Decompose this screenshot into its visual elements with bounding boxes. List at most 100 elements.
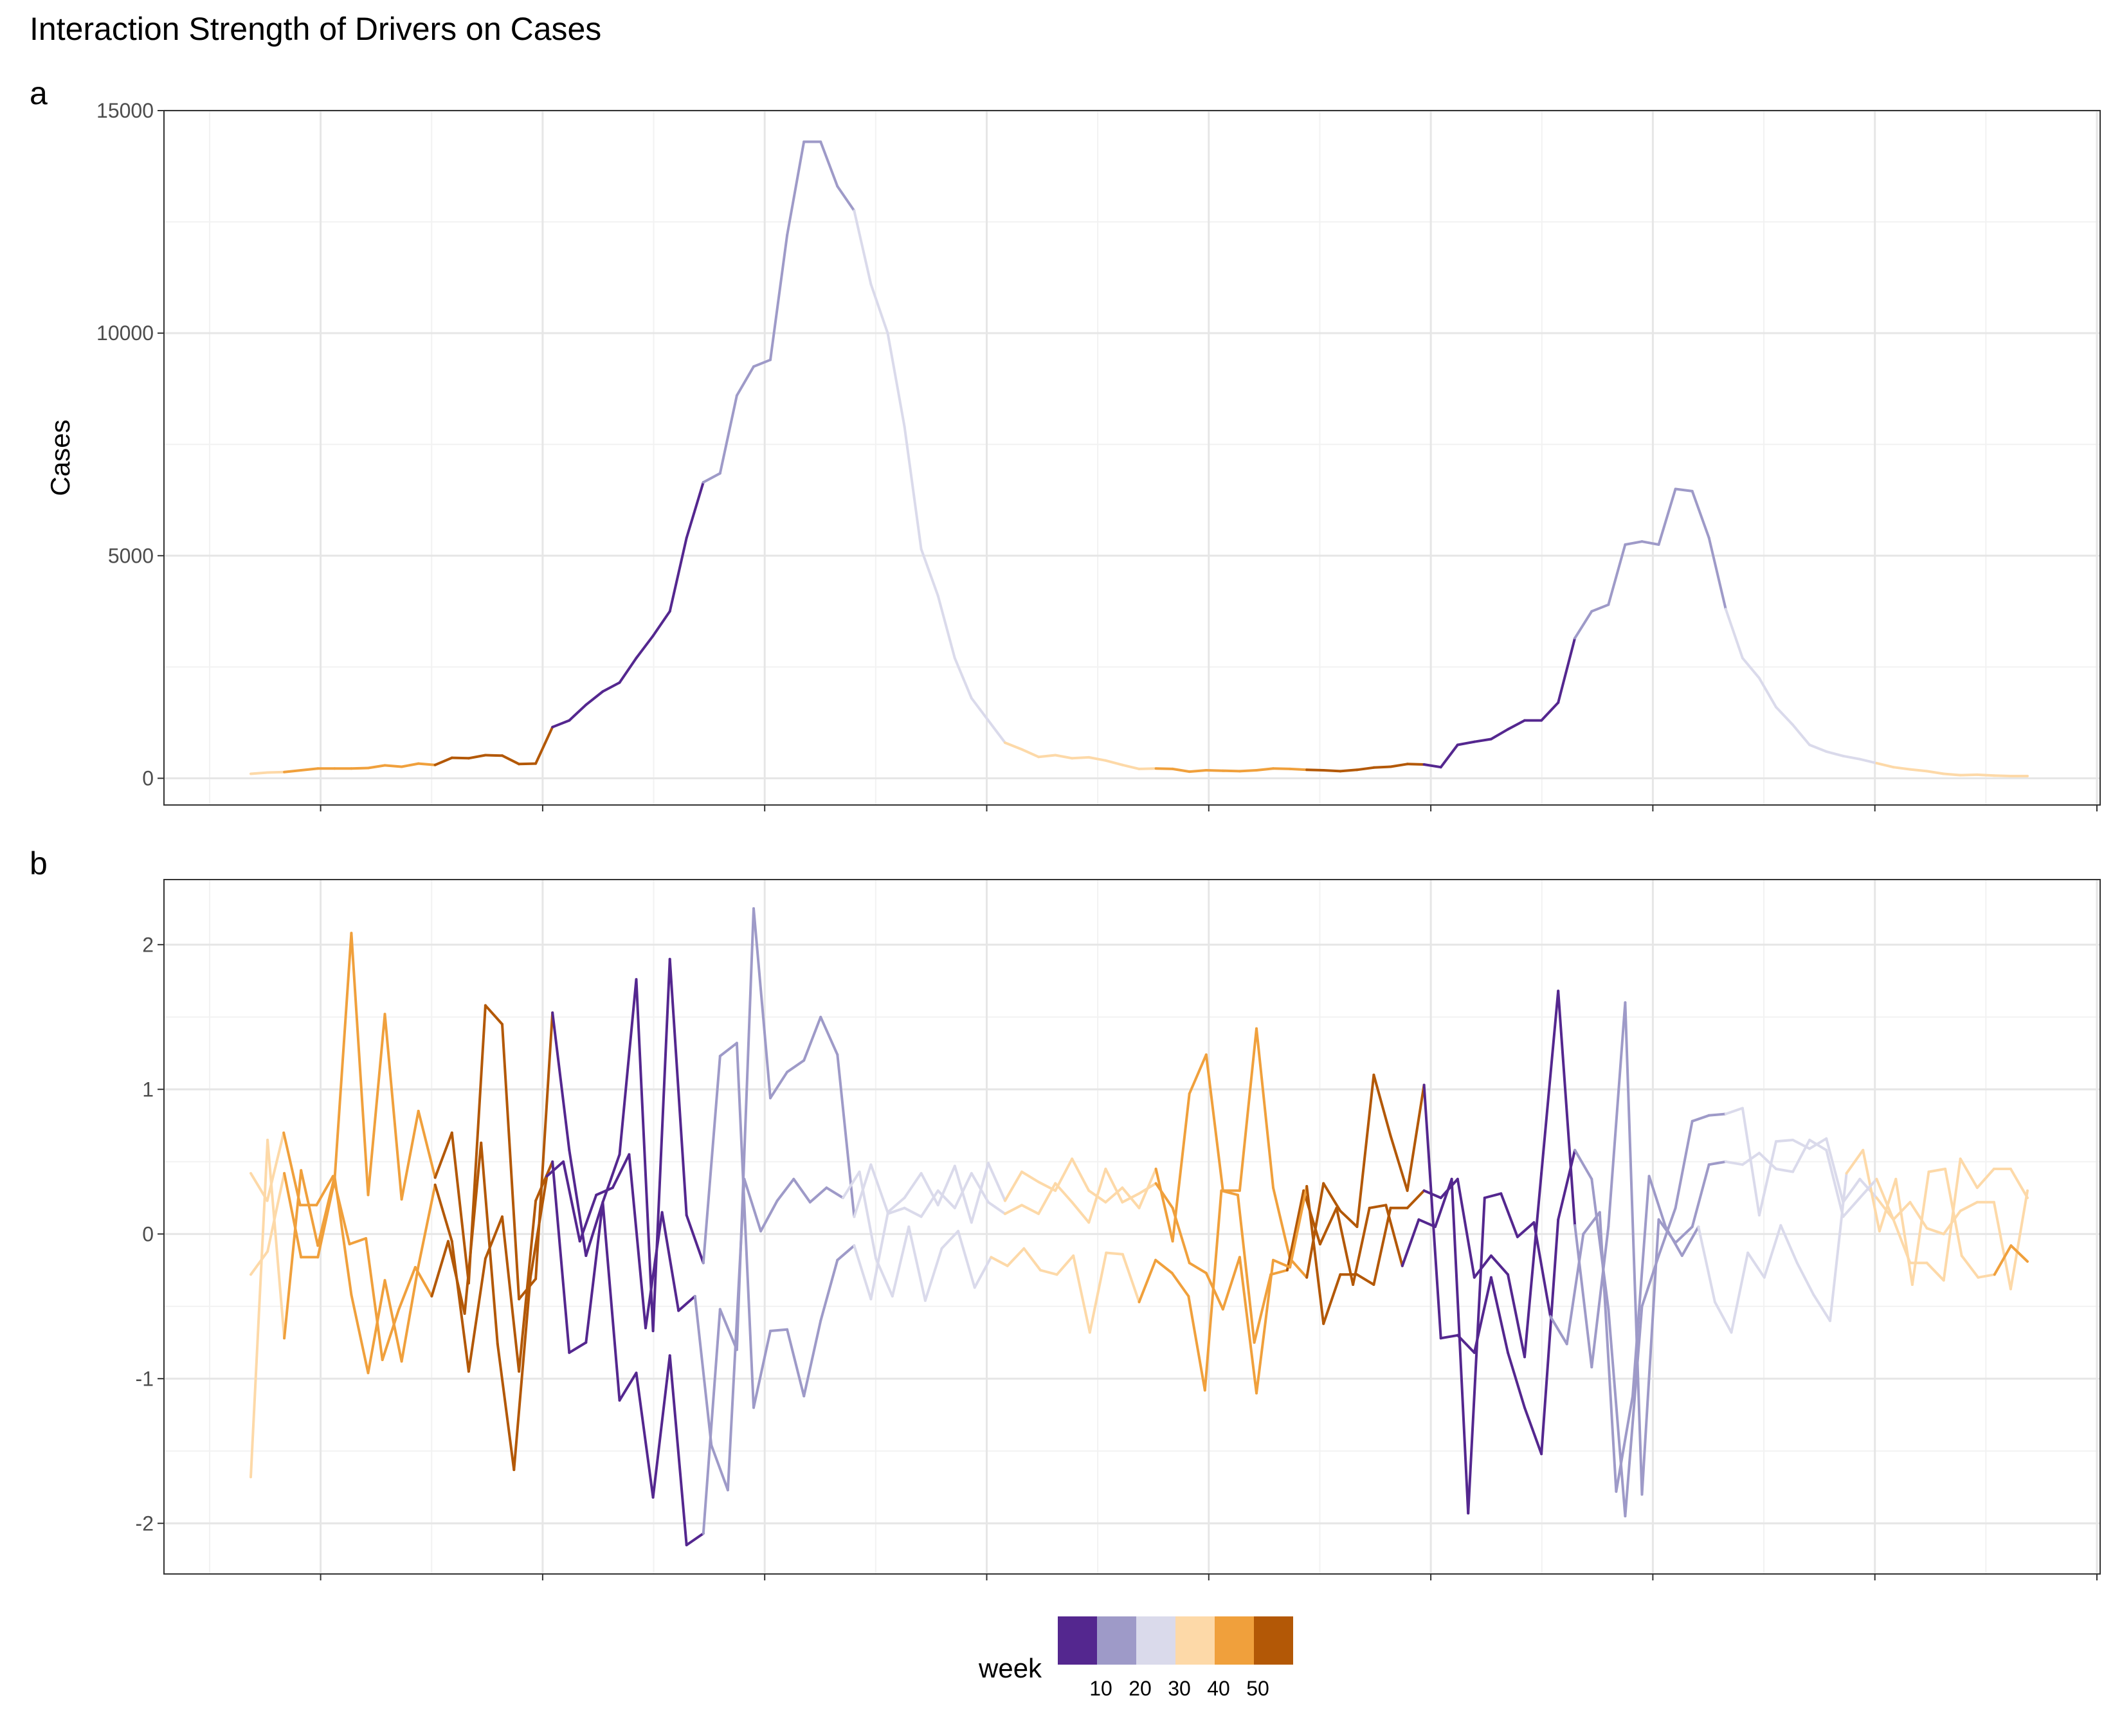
panel-b-y-axis: -2 -1 0 1 2	[136, 933, 164, 1535]
series-1-segment	[1523, 1406, 1543, 1456]
series-2-segment	[1993, 1244, 2013, 1276]
series-2-segment	[907, 1225, 927, 1302]
series-1-segment	[1507, 719, 1526, 731]
series-1-segment	[1724, 1107, 1744, 1116]
series-2-segment	[1170, 1272, 1190, 1297]
series-1-segment	[886, 1197, 906, 1214]
series-2-segment	[595, 1186, 614, 1197]
series-2-segment	[381, 1308, 401, 1361]
series-3-segment	[618, 978, 638, 1156]
series-3-segment	[417, 1110, 437, 1179]
series-1-segment	[920, 547, 939, 597]
series-1-segment	[1389, 1134, 1409, 1192]
series-1-segment	[1775, 705, 1795, 727]
series-1-segment	[501, 1215, 521, 1373]
series-1-segment	[718, 394, 738, 475]
series-3-segment	[903, 1206, 923, 1218]
series-1-segment	[1154, 1168, 1174, 1243]
series-1-segment	[1238, 769, 1258, 773]
y-tick-label: 2	[142, 933, 154, 956]
series-1-segment	[853, 209, 873, 285]
series-2-segment	[940, 1229, 960, 1250]
series-2-segment	[1516, 1221, 1536, 1238]
series-1-segment	[1557, 1148, 1577, 1221]
series-2-segment	[1631, 1175, 1651, 1398]
series-3-segment	[1356, 1273, 1375, 1286]
series-2-segment	[1318, 1206, 1338, 1245]
series-1-segment	[1909, 768, 1928, 773]
series-1-segment	[1741, 656, 1761, 680]
series-1-segment	[585, 690, 604, 707]
series-3-segment	[1289, 1185, 1309, 1269]
series-3-segment	[1121, 1192, 1141, 1204]
series-2-segment	[1138, 1258, 1157, 1303]
series-2-segment	[1055, 1254, 1075, 1276]
series-1-segment	[1707, 1112, 1727, 1117]
series-1-segment	[752, 907, 772, 1099]
series-3-segment	[1154, 1182, 1174, 1209]
series-1-segment	[534, 725, 554, 765]
series-1-segment	[1255, 767, 1274, 772]
series-1-segment	[266, 770, 286, 774]
series-2-segment	[447, 1240, 466, 1315]
panel-b-grid	[164, 880, 2100, 1574]
series-1-segment	[735, 365, 755, 397]
series-1-segment	[1573, 610, 1593, 640]
series-3-segment	[836, 1244, 856, 1261]
series-2-segment	[1500, 1192, 1519, 1238]
panel-a-x-axis	[320, 805, 2098, 811]
series-1-segment	[1154, 767, 1174, 770]
series-1-segment	[1339, 1209, 1359, 1228]
series-1-segment	[367, 764, 386, 770]
series-1-segment	[1624, 1305, 1644, 1517]
legend-swatch	[1175, 1616, 1215, 1665]
series-1-segment	[635, 634, 655, 660]
series-2-segment	[1006, 1247, 1026, 1267]
series-1-segment	[484, 754, 503, 757]
series-3-segment	[1757, 1152, 1777, 1170]
series-3-segment	[1858, 1177, 1878, 1199]
series-1-segment	[1004, 741, 1023, 751]
series-3-segment	[1204, 1272, 1224, 1311]
series-1-segment	[819, 140, 839, 188]
series-2-segment	[1269, 1269, 1289, 1276]
series-1-segment	[484, 1215, 503, 1260]
y-tick-label: -2	[136, 1512, 154, 1535]
series-1-segment	[1757, 1140, 1777, 1216]
series-2-segment	[1220, 1189, 1239, 1197]
series-2-segment	[1352, 1206, 1371, 1286]
y-tick-label: 1	[142, 1078, 154, 1101]
series-3-segment	[786, 1328, 806, 1398]
series-2-segment	[1105, 1251, 1124, 1256]
series-2-segment	[1730, 1251, 1750, 1334]
series-2-segment	[1253, 1273, 1273, 1344]
legend-title: week	[978, 1653, 1042, 1683]
series-3-segment	[1791, 1139, 1811, 1173]
series-1-segment	[1255, 1027, 1274, 1189]
series-1-segment	[1624, 540, 1644, 546]
series-3-segment	[1741, 1152, 1761, 1166]
series-1-segment	[400, 762, 420, 768]
series-3-segment	[534, 1011, 554, 1280]
series-2-segment	[858, 1170, 878, 1260]
series-3-segment	[283, 1171, 303, 1259]
series-3-segment	[819, 1258, 839, 1323]
series-2-segment	[1401, 1218, 1420, 1267]
series-1-segment	[869, 1163, 889, 1214]
series-1-segment	[1775, 1139, 1795, 1143]
series-1-segment	[618, 1371, 638, 1402]
y-tick-label: -1	[136, 1367, 154, 1390]
series-3-segment	[752, 1330, 772, 1409]
series-1-segment	[568, 1341, 588, 1354]
series-1-segment	[1204, 1053, 1224, 1192]
series-2-segment	[628, 1153, 647, 1330]
series-2-segment	[512, 1276, 532, 1471]
legend-colorbar	[1058, 1616, 1293, 1665]
series-2-segment	[266, 1131, 286, 1202]
series-1-segment	[300, 767, 320, 772]
series-1-segment	[1406, 1083, 1426, 1192]
series-1-segment	[467, 1257, 487, 1373]
series-3-segment	[1037, 1182, 1057, 1215]
series-1-segment	[1925, 1227, 1945, 1236]
series-1-segment	[1272, 1186, 1292, 1260]
